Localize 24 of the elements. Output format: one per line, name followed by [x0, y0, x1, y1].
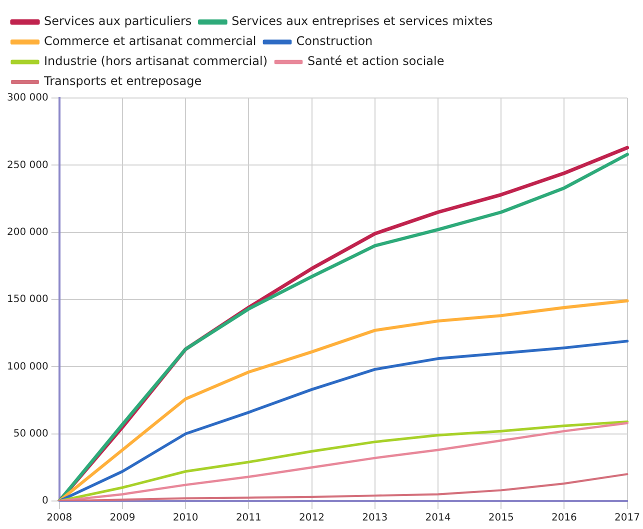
legend-label: Industrie (hors artisanat commercial): [44, 54, 268, 68]
x-tick-label: 2013: [362, 512, 388, 524]
x-tick-label: 2011: [236, 512, 262, 524]
y-tick-label: 200 000: [6, 226, 48, 238]
y-tick-label: 150 000: [6, 294, 48, 306]
y-tick-label: 100 000: [6, 361, 48, 372]
x-tick-label: 2014: [425, 512, 451, 524]
x-tick-label: 2009: [110, 512, 136, 524]
legend-label: Transports et entreposage: [43, 74, 202, 88]
legend-label: Services aux entreprises et services mixtes: [232, 14, 493, 28]
x-tick-label: 2012: [299, 512, 324, 524]
legend-label: Construction: [296, 34, 373, 48]
x-tick-label: 2016: [551, 512, 577, 524]
x-tick-label: 2015: [488, 512, 514, 524]
y-tick-label: 0: [42, 496, 48, 507]
y-tick-label: 300 000: [6, 92, 48, 104]
legend-label: Services aux particuliers: [44, 14, 192, 28]
legend-label: Santé et action sociale: [308, 54, 444, 68]
x-tick-label: 2010: [172, 512, 198, 524]
x-tick-label: 2008: [46, 512, 72, 524]
x-tick-label: 2017: [614, 512, 640, 524]
legend-label: Commerce et artisanat commercial: [44, 34, 256, 48]
y-tick-label: 250 000: [6, 160, 48, 171]
y-tick-label: 50 000: [13, 428, 48, 440]
